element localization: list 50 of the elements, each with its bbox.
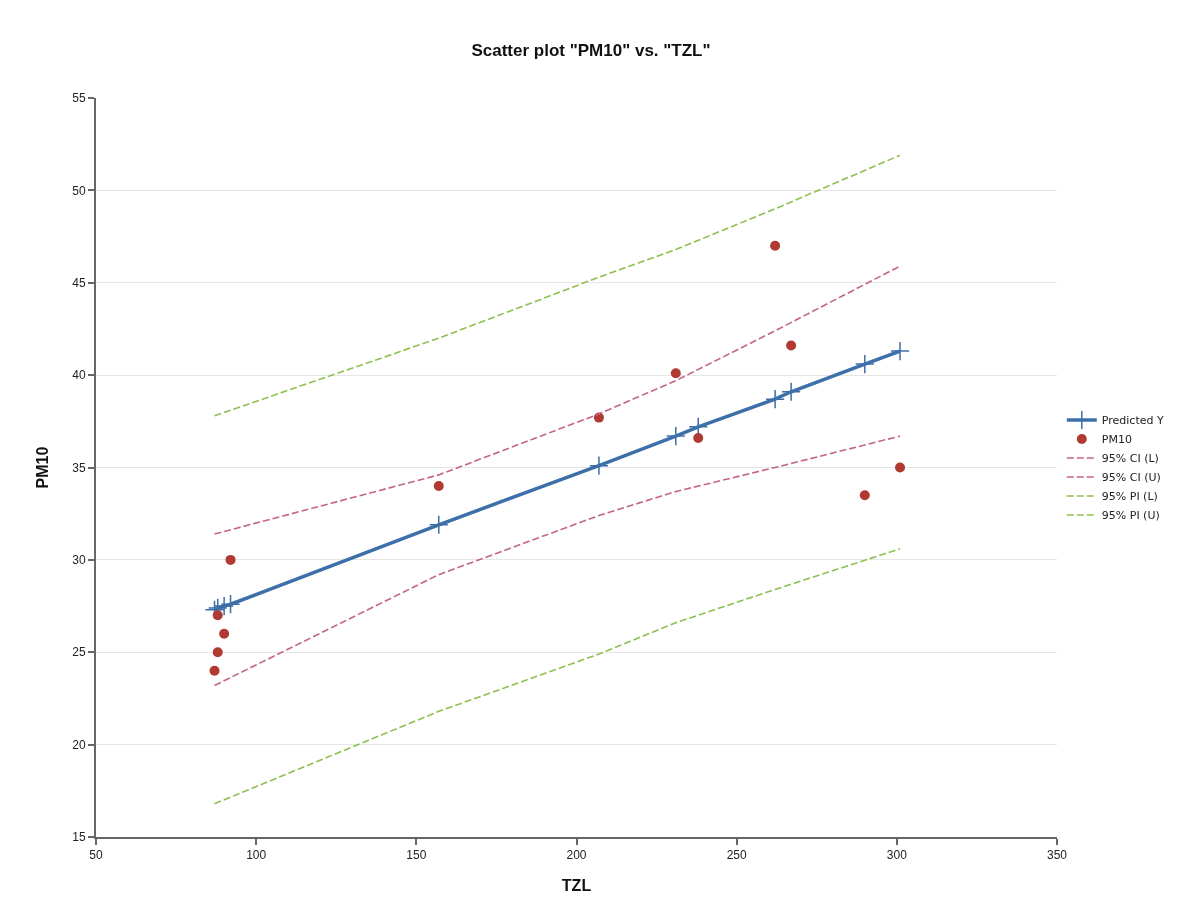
- x-tick-label: 200: [566, 848, 587, 863]
- legend-label: 95% PI (U): [1101, 509, 1160, 523]
- point: [212, 610, 223, 621]
- x-tick-label: 100: [246, 848, 267, 863]
- point: [209, 665, 220, 676]
- point: [589, 455, 609, 476]
- y-tick-label: 30: [72, 553, 86, 568]
- point: [220, 594, 241, 615]
- x-tick-label: 150: [406, 848, 427, 863]
- point: [670, 368, 681, 379]
- legend-label: 95% PI (L): [1101, 490, 1158, 504]
- y-tick-label: 50: [72, 183, 86, 198]
- line-series: [213, 154, 901, 417]
- point: [786, 340, 797, 351]
- point: [765, 389, 785, 409]
- point: [770, 240, 781, 251]
- point: [890, 341, 910, 361]
- y-tick-label: 55: [72, 91, 86, 106]
- y-tick-label: 45: [72, 275, 86, 290]
- point: [433, 480, 444, 491]
- legend-label: PM10: [1101, 433, 1132, 447]
- point: [895, 462, 906, 473]
- point: [781, 381, 801, 402]
- x-tick-label: 350: [1046, 848, 1068, 863]
- y-tick-label: 40: [72, 368, 86, 383]
- x-axis-title: TZL: [561, 876, 592, 894]
- chart-title: Scatter plot "PM10" vs. "TZL": [471, 41, 711, 61]
- point: [665, 426, 686, 446]
- legend-label: Predicted Y: [1101, 414, 1164, 428]
- point: [854, 354, 875, 374]
- legend-label: 95% CI (U): [1101, 471, 1161, 485]
- point: [693, 432, 704, 443]
- line-series: [213, 547, 901, 805]
- line-series: [213, 265, 901, 535]
- point: [859, 490, 870, 501]
- line-series: [213, 435, 901, 687]
- y-tick-label: 35: [72, 460, 86, 475]
- point: [219, 628, 230, 639]
- point: [212, 647, 223, 658]
- y-tick-label: 15: [72, 830, 86, 845]
- x-tick-label: 50: [89, 848, 103, 863]
- point: [225, 554, 236, 565]
- point: [214, 596, 234, 616]
- x-tick-label: 250: [726, 848, 747, 863]
- legend-label: 95% CI (L): [1101, 452, 1159, 466]
- point: [428, 514, 449, 535]
- x-tick-label: 300: [886, 848, 908, 863]
- y-tick-label: 20: [72, 737, 86, 752]
- y-axis-title: PM10: [33, 446, 51, 489]
- y-tick-label: 25: [72, 645, 86, 660]
